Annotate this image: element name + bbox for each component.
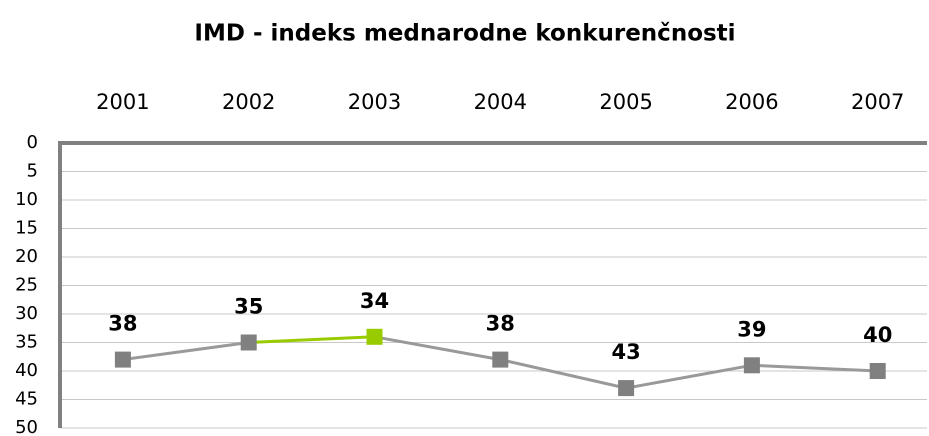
data-label: 38 (108, 312, 137, 336)
data-label: 39 (737, 317, 766, 341)
x-tick-label: 2001 (96, 90, 149, 114)
x-tick-label: 2006 (725, 90, 778, 114)
marker (492, 351, 509, 368)
x-tick-label: 2007 (851, 90, 904, 114)
data-label: 35 (234, 295, 263, 319)
marker (366, 328, 383, 345)
line-segment (625, 363, 753, 390)
y-tick-label: 30 (15, 303, 38, 324)
x-tick-label: 2002 (222, 90, 275, 114)
line-segment (122, 341, 249, 362)
y-tick-label: 35 (15, 332, 38, 353)
marker (618, 380, 635, 397)
x-tick-label: 2005 (599, 90, 652, 114)
data-label: 43 (611, 340, 640, 364)
plot-frame (58, 141, 927, 428)
y-tick-label: 40 (15, 360, 38, 381)
y-tick-label: 0 (27, 132, 38, 153)
x-tick-label: 2004 (474, 90, 527, 114)
data-label: 38 (486, 312, 515, 336)
y-tick-label: 45 (15, 389, 38, 410)
x-tick-label: 2003 (348, 90, 401, 114)
line-segment (248, 335, 375, 344)
marker (869, 363, 886, 379)
data-label: 34 (360, 289, 389, 313)
marker (743, 357, 760, 374)
y-tick-label: 15 (15, 218, 38, 239)
y-tick-label: 20 (15, 246, 38, 267)
line-segment (374, 335, 501, 362)
y-tick-label: 10 (15, 189, 38, 210)
chart-title: IMD - indeks mednarodne konkurenčnosti (194, 21, 735, 47)
line-segment (499, 358, 627, 390)
y-tick-label: 5 (27, 161, 38, 182)
line-segment (751, 363, 878, 373)
y-tick-label: 25 (15, 275, 38, 296)
marker (114, 351, 131, 368)
marker (240, 334, 257, 351)
data-label: 40 (863, 323, 892, 347)
y-tick-label: 50 (15, 417, 38, 436)
